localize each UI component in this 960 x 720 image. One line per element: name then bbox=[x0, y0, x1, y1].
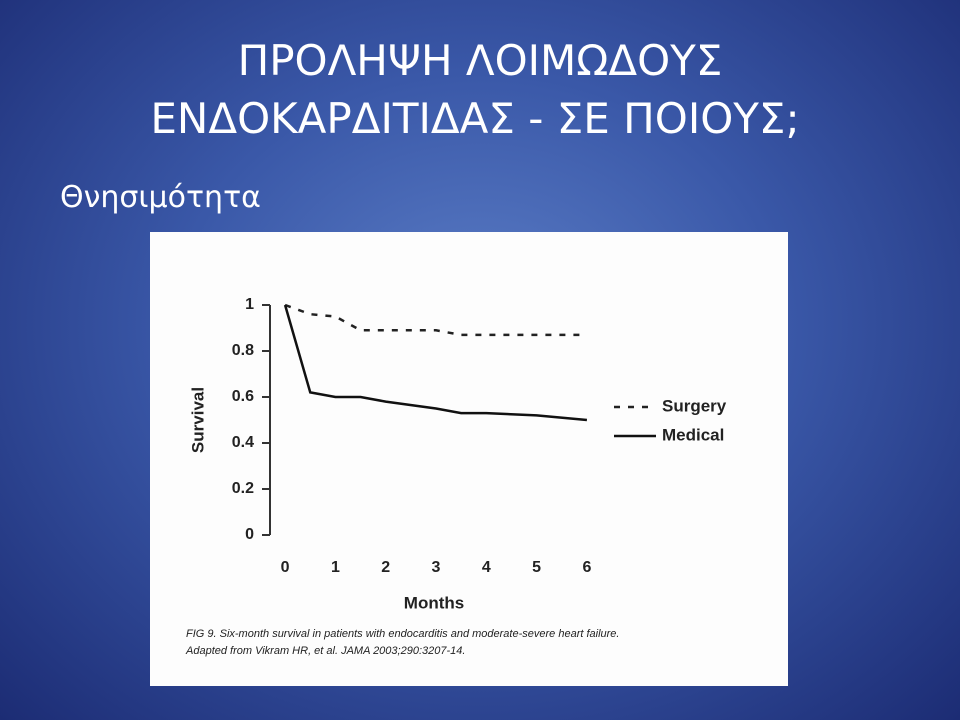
slide-subtitle: Θνησιμότητα bbox=[60, 180, 261, 215]
y-tick-label: 0.6 bbox=[232, 388, 254, 405]
y-tick-label: 0.8 bbox=[232, 342, 254, 359]
slide-title: ΕΝΔΟΚΑΡΔΙΤΙΔΑΣ - ΣΕ ΠΟΙΟΥΣ; bbox=[150, 94, 800, 143]
slide-title: ΠΡΟΛΗΨΗ ΛΟΙΜΩΔΟΥΣ bbox=[237, 36, 723, 85]
x-tick-label: 4 bbox=[482, 559, 491, 576]
x-tick-label: 2 bbox=[381, 559, 390, 576]
series-line bbox=[284, 303, 587, 337]
y-tick-label: 0 bbox=[245, 526, 254, 543]
x-tick-label: 5 bbox=[532, 559, 541, 576]
y-axis-label: Survival bbox=[188, 387, 207, 453]
caption: FIG 9. Six-month survival in patients wi… bbox=[186, 628, 619, 640]
x-tick-label: 3 bbox=[432, 559, 441, 576]
x-tick-label: 6 bbox=[582, 559, 591, 576]
x-tick-label: 0 bbox=[281, 559, 290, 576]
series-line bbox=[283, 304, 588, 422]
y-tick-label: 0.2 bbox=[232, 480, 254, 497]
y-tick-label: 1 bbox=[245, 296, 254, 313]
x-tick-label: 1 bbox=[331, 559, 340, 576]
y-tick-label: 0.4 bbox=[232, 434, 254, 451]
legend-label: Medical bbox=[662, 425, 724, 444]
legend-label: Surgery bbox=[662, 396, 727, 415]
caption: Adapted from Vikram HR, et al. JAMA 2003… bbox=[185, 645, 465, 657]
chart-background bbox=[150, 232, 788, 686]
x-axis-label: Months bbox=[404, 593, 464, 612]
